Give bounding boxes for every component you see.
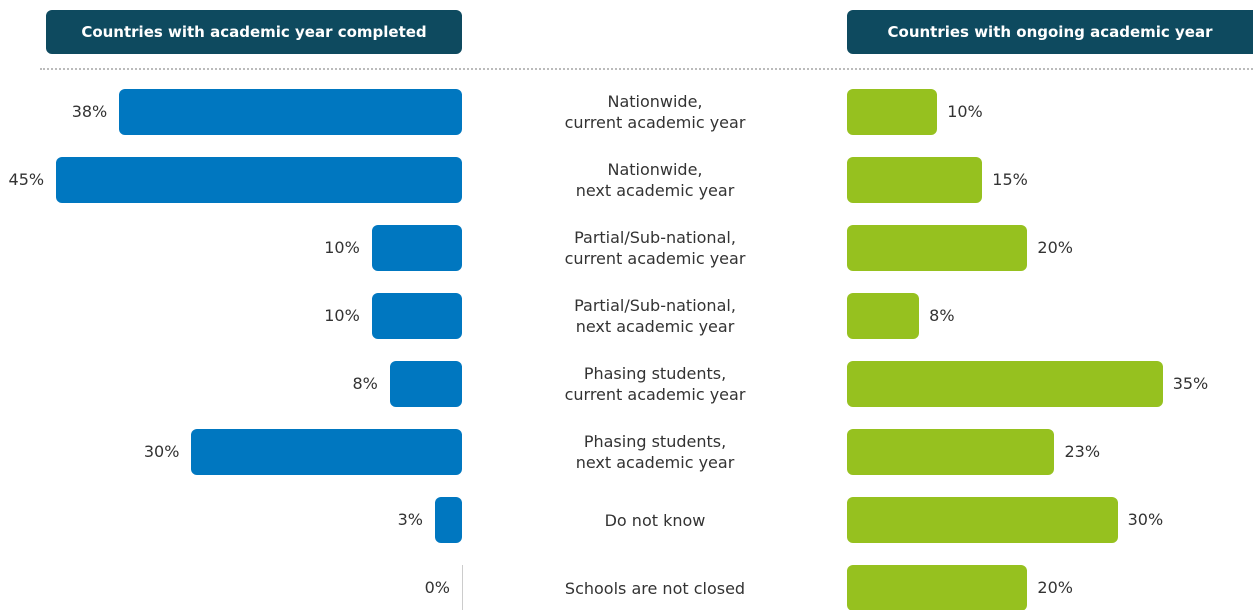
value-label: 10% — [324, 306, 360, 325]
value-label: 15% — [992, 170, 1028, 189]
bar — [371, 225, 462, 271]
category-label: Do not know — [604, 510, 706, 530]
value-label: 10% — [947, 102, 983, 121]
bar — [847, 429, 1055, 475]
value-label: 38% — [71, 102, 108, 121]
series-header: Countries with ongoing academic year — [847, 10, 1253, 54]
category-label: Nationwide, next academic year — [575, 160, 735, 200]
bar — [847, 565, 1028, 610]
bar — [847, 497, 1118, 543]
category-label: Partial/Sub-national, next academic year — [574, 296, 736, 336]
value-label: 20% — [1037, 238, 1073, 257]
value-label: 30% — [1127, 510, 1164, 529]
value-label: 8% — [929, 306, 955, 325]
bar — [119, 89, 462, 135]
category-label: Partial/Sub-national, current academic y… — [564, 228, 746, 268]
value-label: 35% — [1172, 374, 1209, 393]
value-label: 30% — [143, 442, 180, 461]
bar — [847, 293, 920, 339]
bar — [389, 361, 462, 407]
bar — [847, 225, 1028, 271]
bar — [56, 157, 462, 203]
bar — [847, 361, 1163, 407]
value-label: 45% — [8, 170, 45, 189]
category-label: Nationwide, current academic year — [564, 92, 746, 132]
value-label: 0% — [424, 578, 450, 597]
bar — [847, 89, 938, 135]
value-label: 10% — [324, 238, 360, 257]
divider — [40, 68, 1253, 70]
category-label: Phasing students, current academic year — [564, 364, 746, 404]
category-label: Phasing students, next academic year — [575, 432, 735, 472]
bar — [462, 565, 463, 610]
series-header: Countries with academic year completed — [46, 10, 462, 54]
bar — [434, 497, 462, 543]
category-label: Schools are not closed — [564, 578, 746, 598]
value-label: 8% — [352, 374, 378, 393]
value-label: 23% — [1064, 442, 1101, 461]
bar — [371, 293, 462, 339]
bar — [847, 157, 983, 203]
bar — [191, 429, 462, 475]
value-label: 3% — [397, 510, 423, 529]
value-label: 20% — [1037, 578, 1073, 597]
